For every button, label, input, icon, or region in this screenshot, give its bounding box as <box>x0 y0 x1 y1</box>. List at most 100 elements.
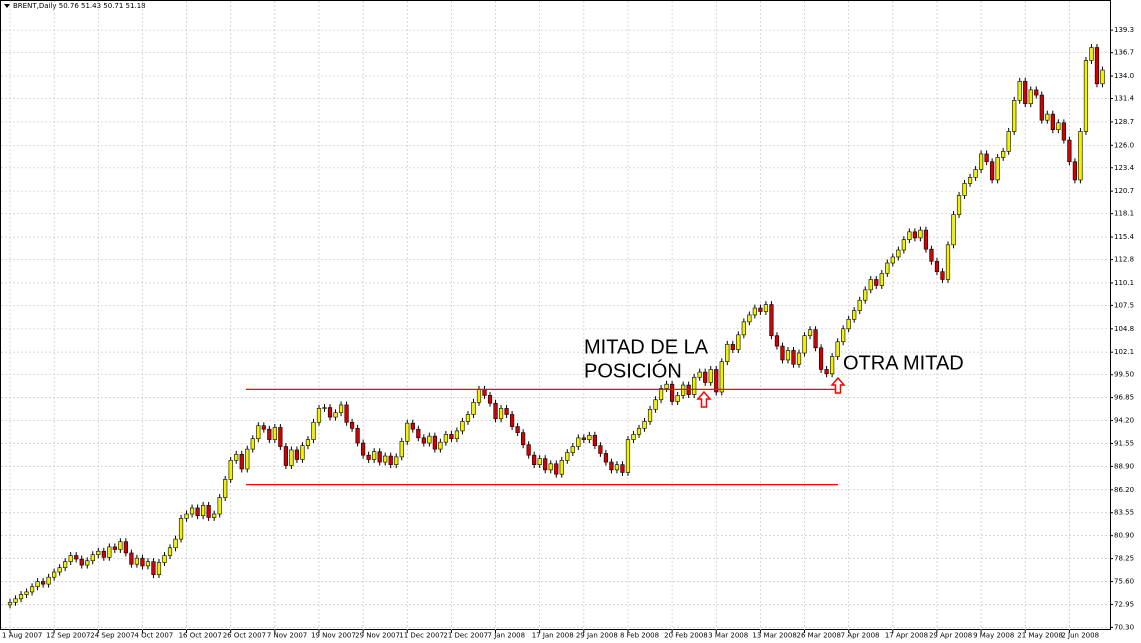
candle-body <box>162 555 167 563</box>
x-tick-label: 1 Aug 2007 <box>2 632 42 640</box>
candle-body <box>327 407 333 418</box>
annotation: POSICIÓN <box>584 359 682 382</box>
y-tick-label: 126.0 <box>1114 141 1134 149</box>
candle-body <box>189 507 195 515</box>
candle-body <box>846 318 851 330</box>
x-tick-label: 7 Apr 2008 <box>841 632 880 640</box>
candle-body <box>410 422 415 430</box>
candle-body <box>758 307 763 312</box>
candle-body <box>1012 99 1017 132</box>
candle-body <box>261 425 266 430</box>
candle-body <box>708 369 713 383</box>
chart-title: BRENT,Daily 50.76 51.43 50.71 51.18 <box>13 2 146 10</box>
candle-body <box>1034 89 1039 96</box>
candle-body <box>730 344 735 350</box>
candle-body <box>476 389 482 403</box>
candle-body <box>1072 161 1077 181</box>
x-tick-label: 7 Nov 2007 <box>267 632 307 640</box>
candle-body <box>68 555 73 562</box>
candle-body <box>112 546 117 550</box>
candle-body <box>978 153 984 170</box>
plot-frame <box>0 0 1111 630</box>
candle-body <box>372 451 377 460</box>
candle-body <box>973 169 978 178</box>
y-tick-label: 134.0 <box>1114 72 1134 80</box>
candle-body <box>703 371 708 383</box>
candle-body <box>890 256 895 264</box>
candle-body <box>29 586 35 593</box>
candle-body <box>857 299 862 311</box>
candle-body <box>1001 151 1006 158</box>
candle-body <box>681 384 686 396</box>
y-tick-label: 96.85 <box>1114 394 1134 402</box>
candle-body <box>449 434 454 440</box>
candle-body <box>79 558 84 566</box>
candle-body <box>901 239 906 251</box>
y-tick-label: 72.95 <box>1114 600 1134 608</box>
x-tick-label: 9 May 2008 <box>973 632 1014 640</box>
candle-body <box>201 505 206 517</box>
candle-body <box>361 442 366 456</box>
candle-body <box>487 395 493 404</box>
y-tick-label: 94.20 <box>1114 417 1134 425</box>
y-tick-label: 88.90 <box>1114 462 1134 470</box>
candle-body <box>576 437 581 447</box>
candle-body <box>929 248 934 262</box>
candle-body <box>940 271 945 280</box>
candle-body <box>267 428 272 440</box>
candle-body <box>123 541 128 554</box>
candle-body <box>245 448 250 470</box>
candle-body <box>995 157 1000 181</box>
candle-body <box>1039 94 1044 121</box>
candle-body <box>912 231 917 239</box>
candle-body <box>145 561 151 567</box>
candle-body <box>1083 60 1089 132</box>
candle-body <box>990 161 995 181</box>
candle-body <box>405 422 410 442</box>
candle-body <box>482 389 487 396</box>
candle-body <box>984 153 989 163</box>
candle-body <box>1100 69 1105 85</box>
candle-body <box>967 177 973 184</box>
y-tick-label: 118.1 <box>1114 210 1134 218</box>
x-tick-label: 12 Sep 2007 <box>46 632 90 640</box>
candle-body <box>785 350 791 361</box>
candle-body <box>151 561 156 575</box>
x-tick-label: 19 Nov 2007 <box>311 632 356 640</box>
candle-body <box>256 425 261 440</box>
candle-body <box>90 554 95 562</box>
candle-body <box>813 329 818 349</box>
candle-body <box>294 449 300 460</box>
candle-body <box>41 581 46 585</box>
candle-body <box>305 439 311 446</box>
candle-body <box>173 538 178 549</box>
candle-body <box>383 455 388 463</box>
candle-body <box>719 361 724 393</box>
candle-body <box>1056 122 1061 131</box>
y-tick-label: 112.8 <box>1114 256 1134 264</box>
x-tick-label: 26 Oct 2007 <box>223 632 266 640</box>
candle-body <box>521 432 526 446</box>
y-tick-label: 136.7 <box>1114 49 1134 57</box>
candle-body <box>598 445 603 454</box>
candle-body <box>818 347 824 370</box>
x-tick-label: 11 Dec 2007 <box>399 632 444 640</box>
candle-body <box>642 421 647 429</box>
candle-body <box>581 437 586 440</box>
candle-body <box>570 446 575 453</box>
candle-body <box>510 414 515 427</box>
candle-body <box>167 547 173 556</box>
candle-body <box>1078 131 1083 181</box>
candle-body <box>554 463 559 475</box>
candle-body <box>923 229 929 250</box>
candle-body <box>824 369 829 375</box>
candle-body <box>614 464 620 471</box>
x-tick-label: 29 Jan 2008 <box>576 632 618 640</box>
candle-body <box>7 602 13 606</box>
candle-body <box>366 454 371 460</box>
y-tick-label: 83.55 <box>1114 509 1134 517</box>
candle-body <box>620 464 625 473</box>
y-tick-label: 91.55 <box>1114 439 1134 447</box>
candle-body <box>355 428 360 444</box>
